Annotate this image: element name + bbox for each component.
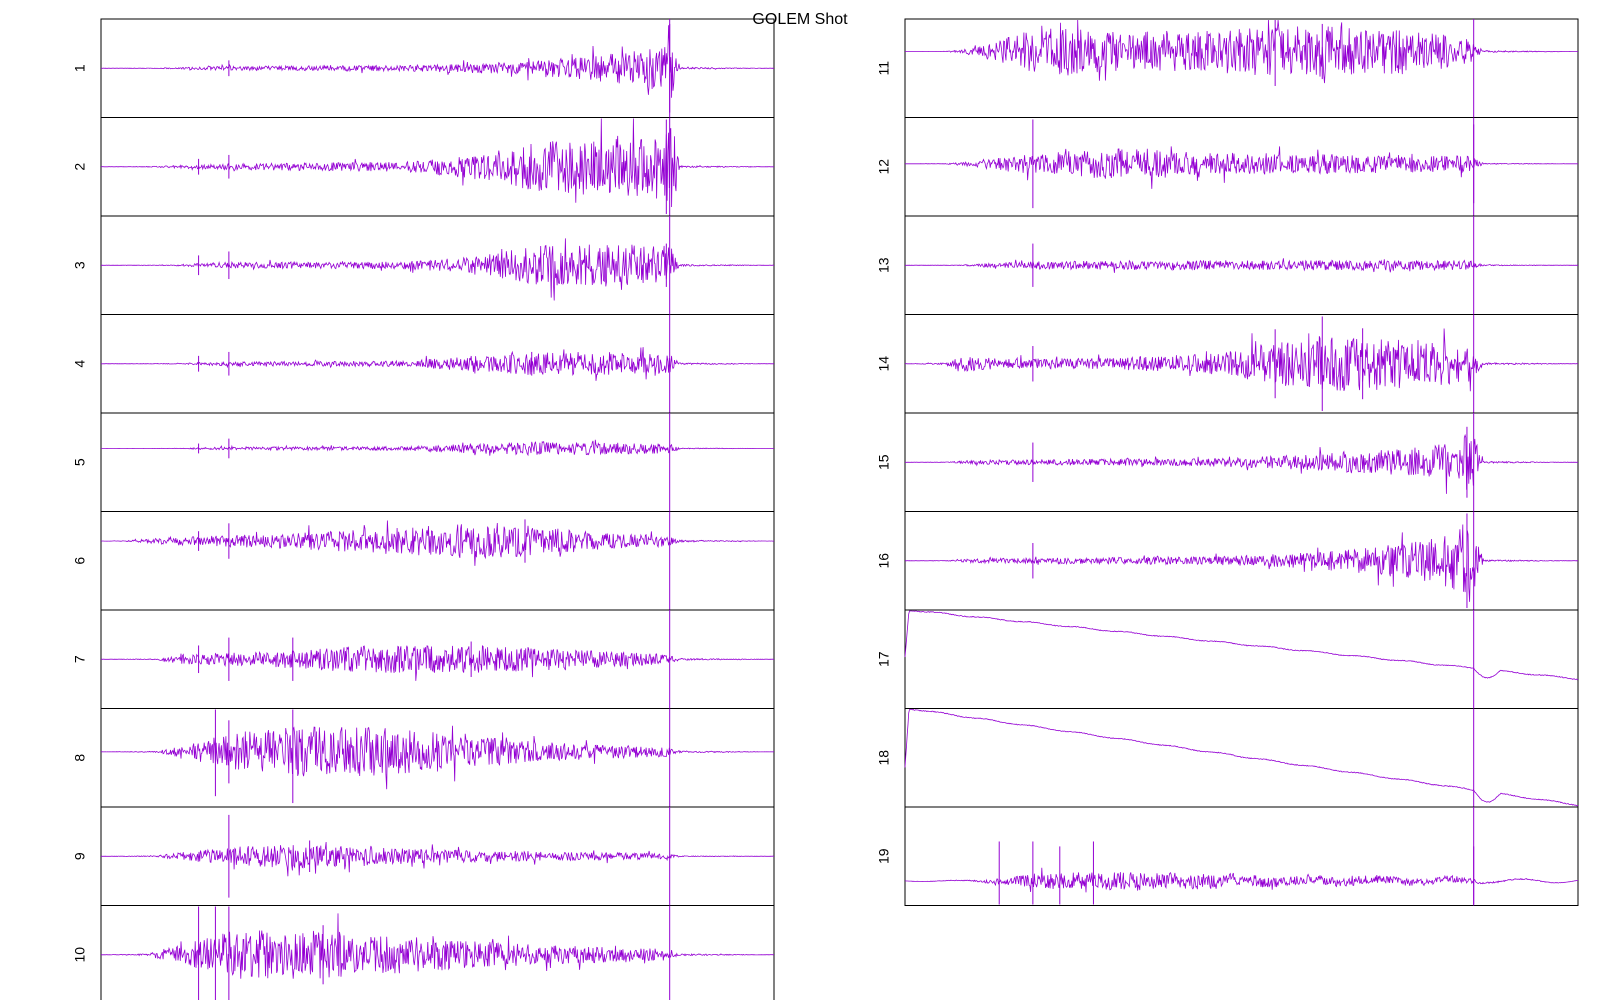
panel-17-label: 17 [876, 651, 892, 667]
panel-2-label: 2 [72, 163, 88, 171]
panel-19-trace [905, 867, 1579, 893]
panel-4-label: 4 [72, 360, 88, 368]
panel-10-label: 10 [72, 947, 88, 963]
panel-9-label: 9 [72, 852, 88, 860]
panel-14-label: 14 [876, 356, 892, 372]
figure-title: GOLEM Shot [752, 11, 848, 28]
panel-7-label: 7 [72, 655, 88, 663]
panel-5-trace [101, 439, 774, 457]
panel-15-label: 15 [876, 454, 892, 470]
panel-12-label: 12 [876, 159, 892, 175]
panel-7-trace [100, 645, 774, 681]
panel-16-label: 16 [876, 553, 892, 569]
panel-1-label: 1 [72, 64, 88, 72]
panel-1-trace [101, 25, 774, 98]
panel-3-label: 3 [72, 261, 88, 269]
panel-10-trace [100, 913, 774, 979]
panel-11-label: 11 [876, 61, 892, 76]
panel-10: 10 [72, 905, 775, 1000]
panel-16-trace [904, 524, 1578, 602]
panel-17: 17 [876, 609, 1579, 709]
panel-17-trace [904, 610, 1579, 681]
panel-13-trace [905, 258, 1579, 273]
panel-4-trace [101, 347, 775, 381]
panel-11-trace [905, 19, 1578, 84]
panel-14-trace [904, 328, 1579, 392]
panel-3-trace [101, 238, 775, 301]
panel-2-trace [100, 118, 774, 208]
panel-19-label: 19 [876, 848, 892, 864]
panel-13-label: 13 [876, 257, 892, 273]
panel-6-trace [100, 520, 775, 566]
panel-8-trace [101, 725, 774, 790]
panel-19-frame [904, 806, 1579, 906]
panel-18-label: 18 [876, 750, 892, 766]
panel-6-label: 6 [72, 557, 88, 565]
panel-8-label: 8 [72, 754, 88, 762]
panel-9-trace [100, 841, 775, 877]
panel-12-trace [905, 146, 1578, 189]
panel-15-trace [905, 433, 1578, 494]
panel-18-trace [904, 709, 1579, 807]
panel-5-label: 5 [72, 458, 88, 466]
panel-14: 14 [876, 314, 1579, 414]
panel-19: 19 [876, 806, 1579, 906]
